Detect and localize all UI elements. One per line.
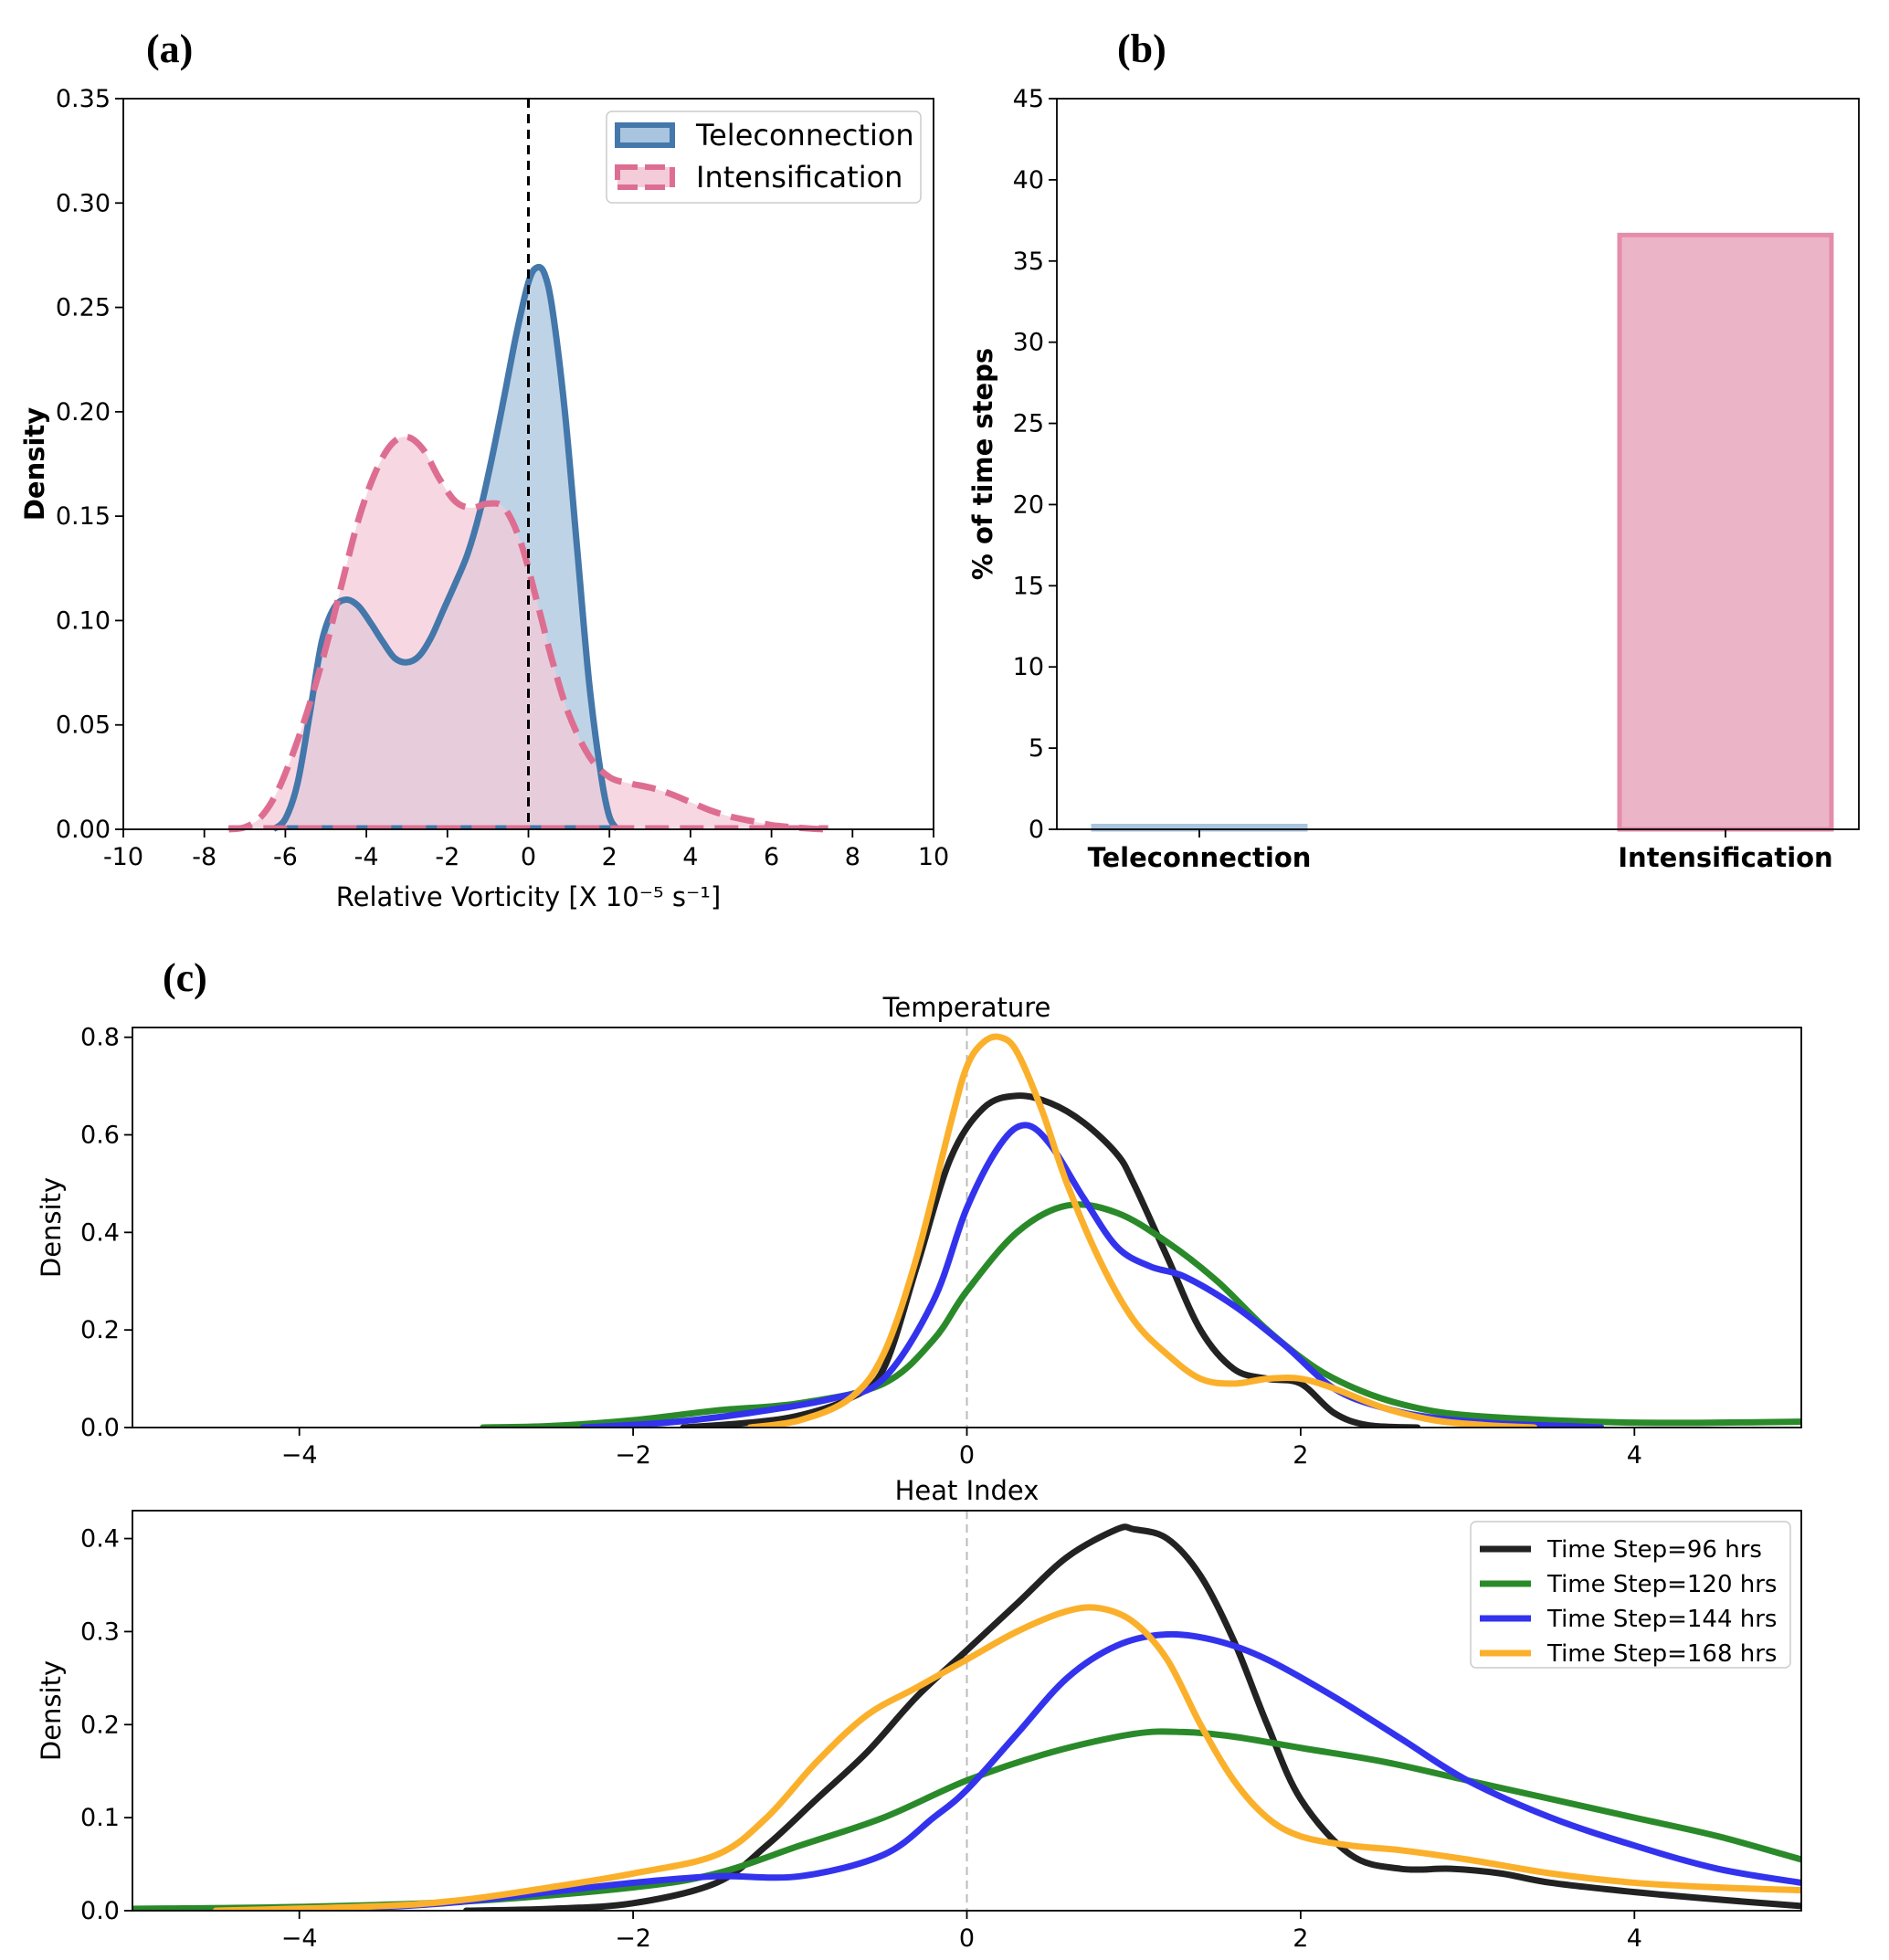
legend-label-time-step-144-hrs: Time Step=144 hrs	[1546, 1606, 1777, 1633]
x-tick-label: -4	[354, 843, 379, 871]
y-tick-label: 0.0	[80, 1414, 120, 1442]
x-tick-label-teleconnection: Teleconnection	[1088, 842, 1312, 873]
x-tick-label: 4	[1627, 1441, 1642, 1470]
x-tick-label-intensification: Intensification	[1618, 842, 1832, 873]
y-tick-label: 0.00	[56, 816, 111, 844]
y-axis-label: Density	[36, 1177, 67, 1278]
x-tick-label: 2	[602, 843, 617, 871]
panel-label-b: (b)	[1117, 26, 1166, 71]
x-tick-label: -6	[273, 843, 298, 871]
y-tick-label: 0.4	[80, 1525, 120, 1554]
y-tick-label: 45	[1013, 85, 1044, 113]
y-axis-label: % of time steps	[967, 348, 998, 580]
y-tick-label: 40	[1013, 166, 1044, 195]
x-tick-label: 8	[845, 843, 860, 871]
legend: Teleconnection Intensification	[606, 111, 922, 204]
y-tick-label: 15	[1013, 572, 1044, 600]
y-tick-label: 0.2	[80, 1711, 120, 1739]
y-tick-label: 10	[1013, 653, 1044, 681]
x-tick-label: −2	[615, 1441, 651, 1470]
x-tick-label: 4	[1627, 1924, 1642, 1953]
legend-label-time-step-168-hrs: Time Step=168 hrs	[1546, 1640, 1777, 1668]
y-tick-label: 0.2	[80, 1316, 120, 1344]
x-tick-label: -8	[192, 843, 216, 871]
y-tick-label: 0.1	[80, 1804, 120, 1832]
y-tick-label: 5	[1029, 734, 1044, 763]
legend-label-time-step-120-hrs: Time Step=120 hrs	[1546, 1571, 1777, 1598]
x-tick-label: −2	[615, 1924, 651, 1953]
legend-label-teleconnection: Teleconnection	[695, 118, 914, 153]
legend-box	[1470, 1521, 1791, 1669]
legend-label-time-step-96-hrs: Time Step=96 hrs	[1546, 1536, 1762, 1564]
y-tick-label: 0.4	[80, 1218, 120, 1247]
x-tick-label: 0	[959, 1924, 975, 1953]
panel-label-a: (a)	[146, 26, 193, 71]
x-tick-label: 6	[764, 843, 779, 871]
legend-label-intensification: Intensification	[696, 160, 902, 195]
legend-swatch-intensification	[615, 164, 675, 190]
line-time-step-144-hrs	[579, 1122, 1605, 1428]
x-tick-label: 10	[918, 843, 949, 871]
y-tick-label: 0.25	[56, 294, 111, 322]
x-tick-label: -2	[435, 843, 459, 871]
plot-title: Temperature	[882, 992, 1051, 1023]
x-tick-label: -10	[103, 843, 143, 871]
legend-swatch-teleconnection	[615, 122, 675, 148]
density-line-intensification	[227, 433, 828, 833]
x-tick-label: 4	[682, 843, 698, 871]
y-tick-label: 30	[1013, 329, 1044, 357]
y-tick-label: 35	[1013, 248, 1044, 276]
panel-c-temperature-plot: −4 −2 0 2 4 0.0 0.2 0.4 0.6 0.8 Temperature Density	[36, 992, 1802, 1470]
y-tick-label: 0.30	[56, 189, 111, 217]
legend-box	[606, 111, 922, 204]
y-tick-label: 0.20	[56, 398, 111, 427]
x-axis-label: Relative Vorticity [X 10⁻⁵ s⁻¹]	[336, 881, 721, 912]
x-tick-label: −4	[281, 1441, 318, 1470]
line-time-step-168-hrs	[212, 1604, 1801, 1911]
axes-frame	[1056, 98, 1860, 830]
y-tick-label: 0	[1029, 816, 1044, 844]
x-tick-label: −4	[281, 1924, 318, 1953]
y-tick-label: 0.35	[56, 85, 111, 113]
y-tick-label: 20	[1013, 490, 1044, 519]
panel-b-bar-chart: Teleconnection Intensification 0 5 10 15 20 25 3…	[967, 85, 1860, 873]
x-tick-label: 2	[1293, 1924, 1308, 1953]
legend: Time Step=96 hrs Time Step=120 hrs Time St…	[1470, 1521, 1791, 1669]
panel-label-c: (c)	[163, 955, 207, 1000]
x-tick-label: 0	[521, 843, 536, 871]
y-tick-label: 0.6	[80, 1122, 120, 1150]
x-tick-label: 0	[959, 1441, 975, 1470]
y-tick-label: 0.10	[56, 606, 111, 635]
y-tick-label: 0.3	[80, 1618, 120, 1646]
line-time-step-120-hrs	[480, 1201, 1801, 1428]
panel-c-heat-index-plot: −4 −2 0 2 4 0.0 0.1 0.2 0.3 0.4 Heat Index Density T…	[36, 1475, 1802, 1953]
y-tick-label: 0.8	[80, 1024, 120, 1052]
y-tick-label: 0.0	[80, 1897, 120, 1925]
y-axis-label: Density	[19, 407, 50, 521]
panel-a-density-plot: -10 -8 -6 -4 -2 0 2 4 6 8 10 0.00 0.05 0.10 0.15 0.20 0.…	[19, 85, 949, 912]
y-tick-label: 25	[1013, 410, 1044, 438]
plot-title: Heat Index	[895, 1475, 1039, 1506]
line-time-step-168-hrs	[746, 1033, 1538, 1428]
bar-intensification	[1617, 232, 1834, 832]
line-time-step-96-hrs	[462, 1523, 1801, 1911]
y-axis-label: Density	[36, 1660, 67, 1761]
x-tick-label: 2	[1293, 1441, 1308, 1470]
y-tick-label: 0.05	[56, 711, 111, 740]
line-time-step-144-hrs	[246, 1630, 1801, 1911]
y-tick-label: 0.15	[56, 502, 111, 531]
